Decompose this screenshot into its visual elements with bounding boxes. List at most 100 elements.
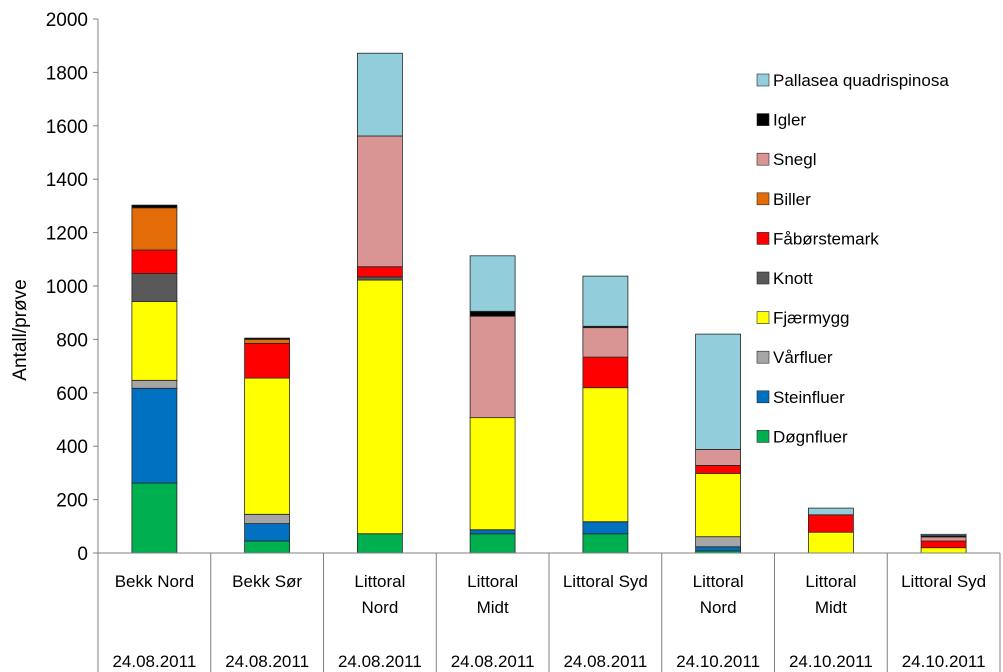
bar-segment [356, 135, 403, 268]
bar-segment [920, 540, 967, 549]
y-tick-label: 400 [56, 437, 88, 458]
legend-swatch [756, 73, 770, 87]
bar-segment [582, 327, 629, 358]
bar-segment [695, 464, 741, 474]
category-date-label: 24.08.2011 [112, 652, 196, 671]
axes-layer: 0 200 400 600 800 1000 1200 1400 1600 1800 2000 Bek… [46, 10, 1001, 672]
legend-label: Døgnfluer [773, 427, 848, 446]
legend-swatch [756, 390, 770, 404]
category-label: Littoral Syd [901, 572, 986, 591]
bar-segment [131, 249, 178, 274]
bar-segment [695, 333, 741, 450]
legend-label: Fjærmygg [773, 309, 850, 328]
category-date-label: 24.08.2011 [225, 652, 309, 671]
bar-segment [808, 507, 854, 516]
y-tick-label: 1800 [46, 63, 88, 84]
legend: Pallasea quadrispinosa Igler Snegl Biller Få… [756, 71, 949, 446]
bar-segment [920, 533, 967, 536]
bar-segment [131, 379, 178, 389]
bar-segment [244, 377, 291, 515]
legend-swatch [756, 113, 770, 126]
bar-segment [920, 547, 967, 554]
bar-segment [695, 546, 741, 552]
bar-segment [469, 255, 516, 312]
category-label: Littoral [805, 572, 856, 591]
category-date-label: 24.08.2011 [338, 652, 422, 671]
category-label: Littoral [693, 572, 744, 591]
y-tick-label: 1200 [46, 224, 88, 245]
bar-segment [244, 513, 291, 524]
category-date-label: 24.10.2011 [676, 652, 760, 671]
y-tick-label: 2000 [46, 10, 88, 31]
legend-label: Snegl [773, 150, 816, 169]
bar-segment [244, 523, 291, 542]
bar-segment [582, 533, 629, 554]
y-tick-label: 1600 [46, 117, 88, 138]
category-label: Midt [815, 598, 847, 617]
legend-label: Biller [773, 190, 811, 209]
legend-label: Vårfluer [773, 348, 833, 367]
bar-segment [469, 310, 516, 317]
bar-segment [920, 536, 967, 542]
bar-segment [356, 276, 403, 281]
bar-segment [356, 279, 403, 535]
y-tick-label: 1000 [46, 277, 88, 298]
legend-swatch [756, 271, 770, 285]
legend-swatch [756, 350, 770, 364]
bars-layer [131, 52, 967, 554]
category-label: Littoral Syd [563, 572, 648, 591]
category-label: Nord [361, 598, 398, 617]
bar-segment [131, 387, 178, 484]
legend-label: Fåbørstemark [773, 229, 879, 248]
bar-segment [244, 337, 291, 340]
category-date-label: 24.10.2011 [789, 652, 873, 671]
y-tick-label: 600 [56, 384, 88, 405]
bar-segment [131, 301, 178, 381]
legend-swatch [756, 430, 770, 443]
y-tick-label: 1400 [46, 170, 88, 191]
bar-segment [695, 536, 741, 548]
legend-swatch [756, 311, 770, 324]
legend-label: Steinfluer [773, 388, 845, 407]
category-label: Nord [700, 598, 737, 617]
legend-swatch [756, 152, 770, 166]
category-date-label: 24.10.2011 [902, 652, 986, 671]
bar-segment [131, 273, 178, 302]
bar-segment [582, 521, 629, 535]
bar-segment [131, 207, 178, 251]
bar-segment [808, 531, 854, 554]
bar-segment [131, 482, 178, 554]
category-date-label: 24.08.2011 [563, 652, 647, 671]
category-label: Bekk Nord [115, 572, 194, 591]
legend-swatch [756, 192, 770, 206]
bar-segment [244, 540, 291, 554]
bar-segment [469, 533, 516, 554]
bar-segment [695, 472, 741, 538]
legend-label: Pallasea quadrispinosa [773, 71, 949, 90]
bar-segment [582, 275, 629, 327]
y-tick-label: 200 [56, 491, 88, 512]
bar-segment [469, 315, 516, 419]
bar-segment [808, 514, 854, 533]
y-tick-label: 0 [77, 544, 88, 565]
bar-segment [356, 52, 403, 137]
bar-segment [582, 356, 629, 389]
legend-label: Igler [773, 111, 806, 130]
category-label: Midt [477, 598, 509, 617]
category-label: Bekk Sør [232, 572, 302, 591]
category-label: Littoral [467, 572, 518, 591]
bar-segment [695, 448, 741, 466]
y-tick-label: 800 [56, 330, 88, 351]
category-date-label: 24.08.2011 [451, 652, 535, 671]
bar-segment [356, 533, 403, 554]
bar-segment [244, 342, 291, 379]
bar-segment [131, 204, 178, 209]
category-label: Littoral [354, 572, 405, 591]
legend-swatch [756, 232, 770, 245]
legend-label: Knott [773, 269, 813, 288]
bar-segment [469, 529, 516, 535]
bar-segment [469, 417, 516, 531]
bar-segment [356, 266, 403, 278]
bar-segment [244, 338, 291, 344]
